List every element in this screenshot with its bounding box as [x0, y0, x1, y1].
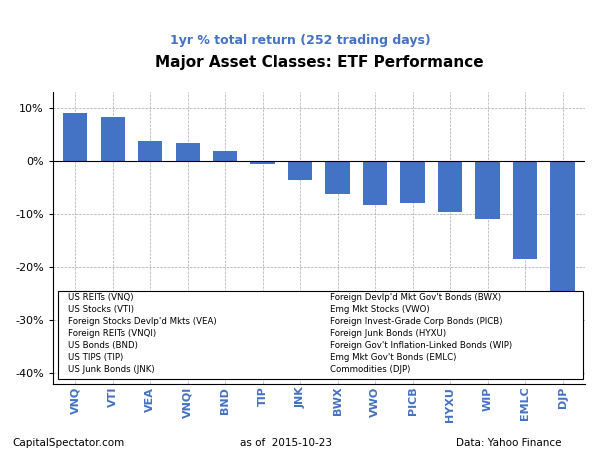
Text: US TIPS (TIP): US TIPS (TIP) [68, 353, 123, 362]
Bar [288, 162, 313, 180]
Text: CapitalSpectator.com: CapitalSpectator.com [12, 437, 124, 447]
Bar [513, 162, 537, 259]
Bar [475, 162, 500, 219]
Text: Emg Mkt Gov't Bonds (EMLC): Emg Mkt Gov't Bonds (EMLC) [330, 353, 457, 362]
Bar [250, 162, 275, 164]
Bar [400, 162, 425, 202]
Text: as of  2015-10-23: as of 2015-10-23 [240, 437, 332, 447]
Text: Foreign Devlp'd Mkt Gov't Bonds (BWX): Foreign Devlp'd Mkt Gov't Bonds (BWX) [330, 293, 501, 302]
Bar [101, 117, 125, 162]
Text: Foreign Junk Bonds (HYXU): Foreign Junk Bonds (HYXU) [330, 329, 446, 338]
Text: US Stocks (VTI): US Stocks (VTI) [68, 305, 134, 314]
Bar [138, 141, 163, 162]
Bar [325, 162, 350, 194]
Bar [550, 162, 575, 349]
Text: Foreign Stocks Devlp'd Mkts (VEA): Foreign Stocks Devlp'd Mkts (VEA) [68, 317, 217, 326]
Text: Emg Mkt Stocks (VWO): Emg Mkt Stocks (VWO) [330, 305, 430, 314]
Text: US REITs (VNQ): US REITs (VNQ) [68, 293, 133, 302]
Bar [438, 162, 462, 211]
Bar [363, 162, 387, 205]
Bar [176, 143, 200, 162]
Text: Commodities (DJP): Commodities (DJP) [330, 365, 410, 374]
Bar [63, 112, 88, 162]
Title: Major Asset Classes: ETF Performance: Major Asset Classes: ETF Performance [155, 55, 483, 71]
Text: Foreign Gov't Inflation-Linked Bonds (WIP): Foreign Gov't Inflation-Linked Bonds (WI… [330, 341, 512, 350]
Text: 1yr % total return (252 trading days): 1yr % total return (252 trading days) [170, 34, 430, 47]
Text: US Junk Bonds (JNK): US Junk Bonds (JNK) [68, 365, 154, 374]
Text: Foreign REITs (VNQI): Foreign REITs (VNQI) [68, 329, 156, 338]
Text: US Bonds (BND): US Bonds (BND) [68, 341, 137, 350]
Text: Data: Yahoo Finance: Data: Yahoo Finance [456, 437, 562, 447]
FancyBboxPatch shape [58, 291, 583, 378]
Bar [213, 151, 238, 162]
Text: Foreign Invest-Grade Corp Bonds (PICB): Foreign Invest-Grade Corp Bonds (PICB) [330, 317, 503, 326]
